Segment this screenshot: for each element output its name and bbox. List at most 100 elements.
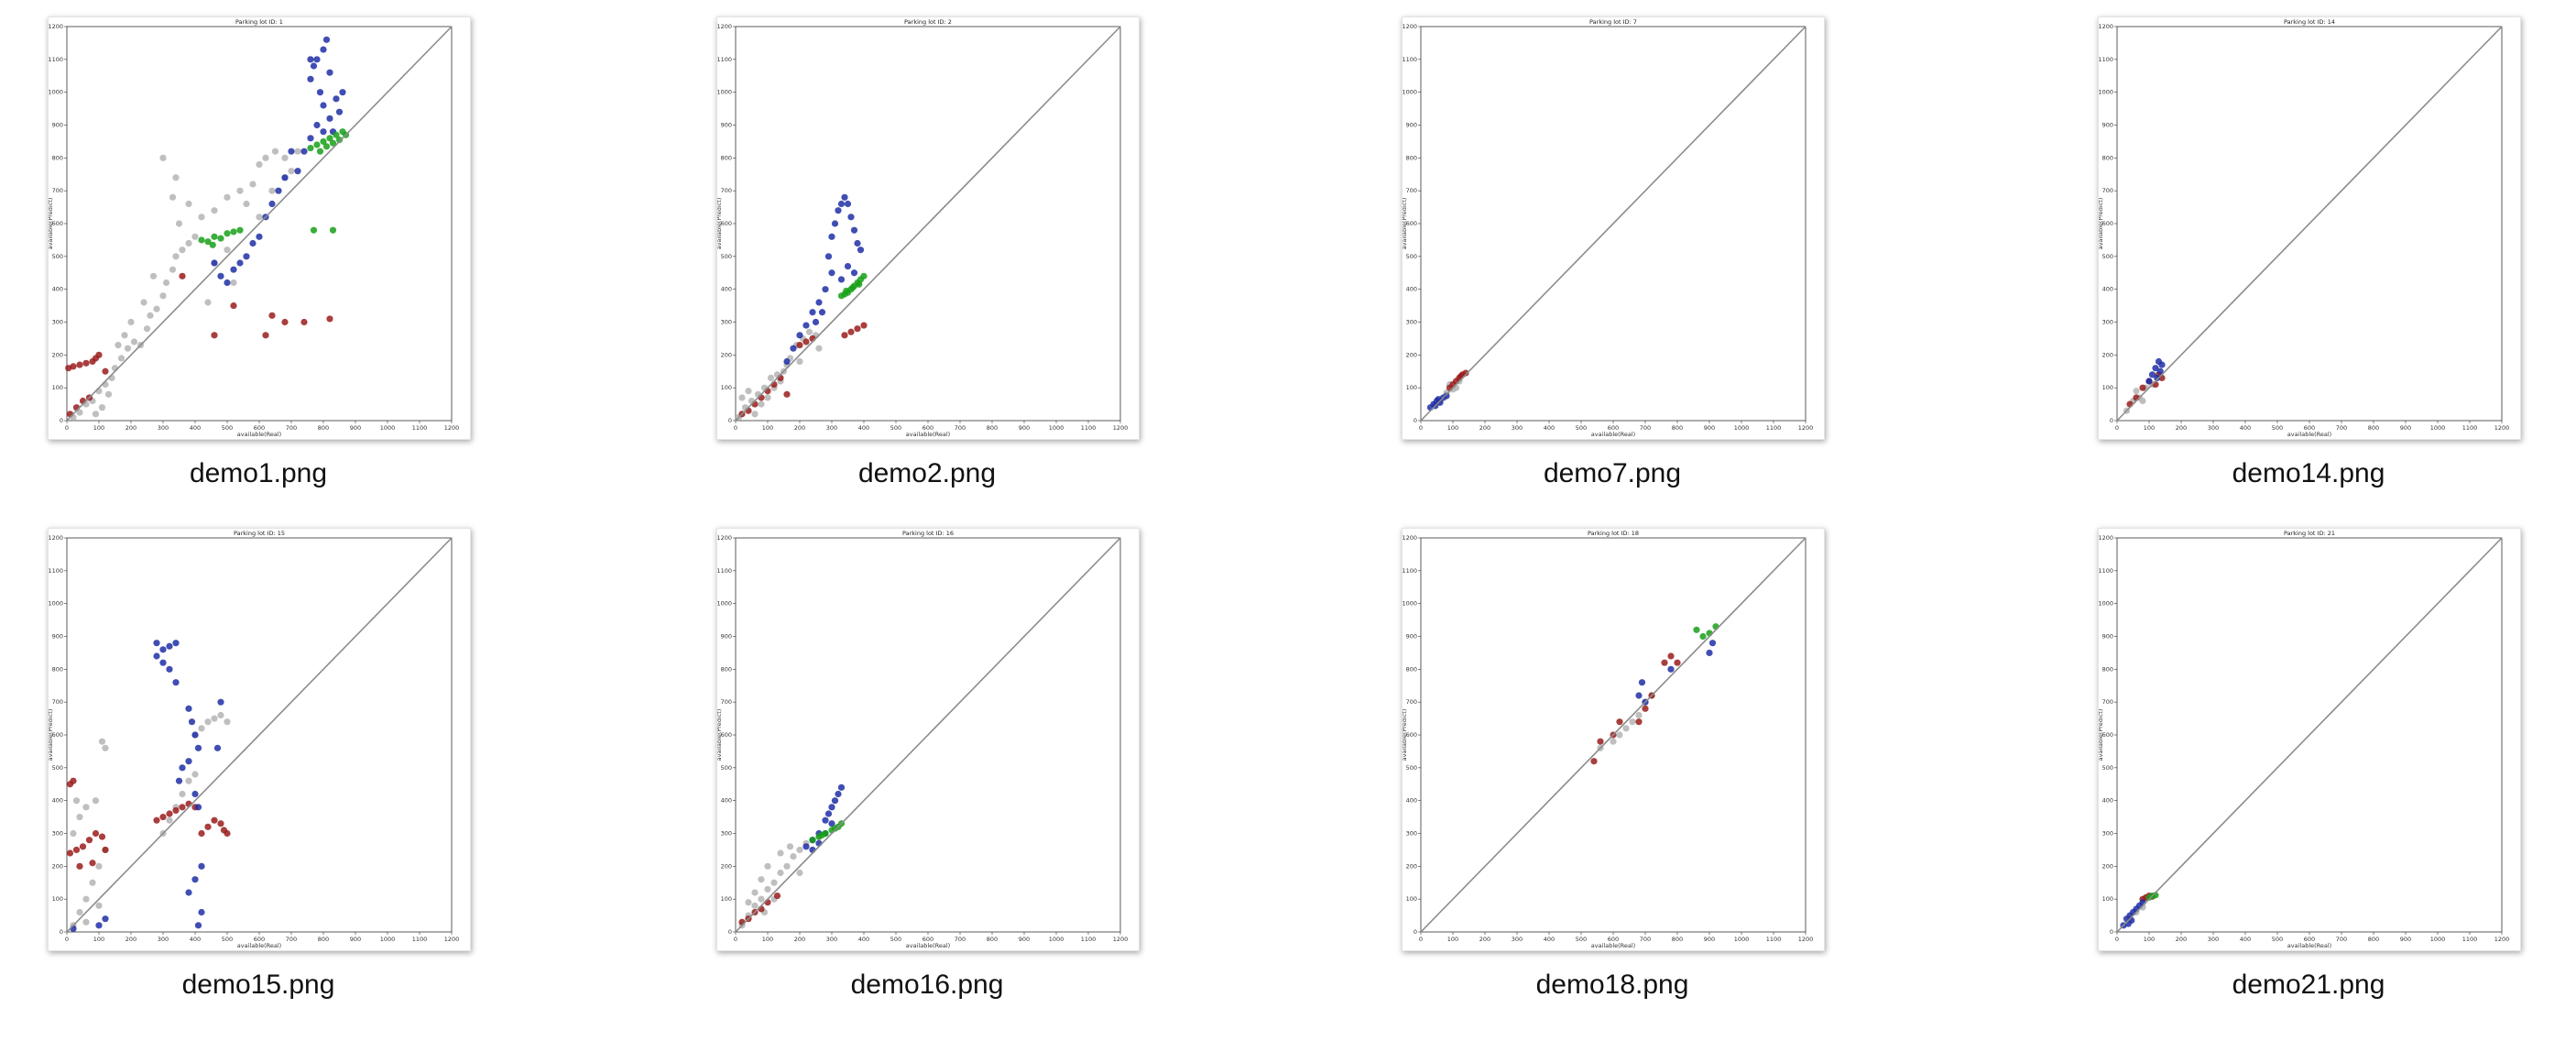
data-point-red bbox=[796, 341, 803, 349]
data-point-red bbox=[1674, 659, 1681, 666]
file-name[interactable]: demo15.png bbox=[181, 970, 335, 1000]
thumbnail-image[interactable]: Parking lot ID: 18 0 0 100 100 200 200 300 300 40… bbox=[1402, 528, 1825, 951]
y-tick-label: 700 bbox=[1406, 187, 1417, 194]
data-point-blue bbox=[824, 810, 833, 817]
x-tick-label: 1200 bbox=[1798, 936, 1814, 943]
thumbnail-tile-demo2[interactable]: Parking lot ID: 2 0 0 100 100 200 200 300 300 400… bbox=[716, 16, 1229, 530]
y-tick-label: 200 bbox=[2102, 862, 2113, 870]
data-point-blue bbox=[307, 135, 314, 142]
thumbnail-image[interactable]: Parking lot ID: 14 0 0 100 100 200 200 300 300 40… bbox=[2098, 16, 2521, 440]
data-point-green bbox=[230, 228, 237, 236]
x-axis-label: available(Real) bbox=[237, 431, 281, 438]
thumbnail-image[interactable]: Parking lot ID: 2 0 0 100 100 200 200 300 300 400… bbox=[716, 16, 1140, 440]
data-point-gray bbox=[796, 869, 803, 877]
x-tick-label: 900 bbox=[350, 424, 361, 432]
y-axis-label: available(Predict) bbox=[49, 198, 54, 250]
x-tick-label: 200 bbox=[2176, 424, 2187, 432]
data-point-blue bbox=[166, 665, 173, 673]
x-tick-label: 700 bbox=[955, 936, 966, 943]
thumbnail-tile-demo16[interactable]: Parking lot ID: 16 0 0 100 100 200 200 300 300 40… bbox=[716, 528, 1229, 1041]
y-tick-label: 1000 bbox=[717, 600, 732, 608]
data-point-red bbox=[1642, 705, 1649, 712]
data-point-red bbox=[85, 837, 93, 844]
data-point-blue bbox=[185, 758, 192, 765]
data-point-blue bbox=[300, 148, 308, 155]
x-tick-label: 700 bbox=[955, 424, 966, 432]
data-point-gray bbox=[236, 187, 244, 194]
data-point-gray bbox=[204, 718, 212, 726]
x-tick-label: 500 bbox=[1576, 936, 1587, 943]
data-point-blue bbox=[857, 247, 865, 254]
data-point-red bbox=[220, 827, 228, 834]
data-point-gray bbox=[751, 411, 759, 418]
x-tick-label: 800 bbox=[2368, 424, 2379, 432]
file-name[interactable]: demo16.png bbox=[850, 970, 1004, 1000]
file-name[interactable]: demo21.png bbox=[2232, 970, 2385, 1000]
y-tick-label: 700 bbox=[1406, 698, 1417, 706]
data-point-blue bbox=[2158, 361, 2166, 368]
data-point-blue bbox=[153, 640, 160, 647]
data-point-green bbox=[1693, 626, 1700, 633]
y-tick-label: 500 bbox=[52, 253, 63, 260]
x-tick-label: 1200 bbox=[1113, 424, 1129, 432]
data-point-red bbox=[153, 816, 160, 824]
thumbnail-image[interactable]: Parking lot ID: 7 0 0 100 100 200 200 300 300 400… bbox=[1402, 16, 1825, 440]
x-tick-label: 200 bbox=[1479, 424, 1490, 432]
data-point-blue bbox=[188, 718, 196, 726]
thumbnail-tile-demo15[interactable]: Parking lot ID: 15 0 0 100 100 200 200 300 300 40… bbox=[48, 528, 561, 1041]
file-name[interactable]: demo18.png bbox=[1535, 970, 1689, 1000]
file-name[interactable]: demo1.png bbox=[189, 458, 328, 488]
data-point-gray bbox=[288, 168, 295, 175]
data-point-gray bbox=[1629, 718, 1636, 726]
y-tick-label: 300 bbox=[2102, 830, 2113, 838]
scatter-chart: Parking lot ID: 7 00 100 100 200 200 300 300 400… bbox=[1403, 18, 1813, 438]
y-tick-label: 400 bbox=[1406, 797, 1417, 805]
thumbnail-image[interactable]: Parking lot ID: 15 0 0 100 100 200 200 300 300 40… bbox=[48, 528, 471, 951]
reference-line bbox=[66, 537, 453, 933]
data-point-blue bbox=[320, 128, 327, 136]
thumbnail-tile-demo18[interactable]: Parking lot ID: 18 0 0 100 100 200 200 300 300 40… bbox=[1402, 528, 1915, 1041]
thumbnail-tile-demo21[interactable]: Parking lot ID: 21 0 0 100 100 200 200 300 300 40… bbox=[2098, 528, 2576, 1041]
data-point-gray bbox=[124, 345, 132, 352]
data-point-red bbox=[211, 816, 218, 824]
data-point-gray bbox=[198, 214, 205, 221]
x-tick-label: 1100 bbox=[1766, 424, 1782, 432]
y-tick-label: 400 bbox=[52, 286, 63, 293]
data-point-blue bbox=[335, 108, 344, 115]
x-tick-label: 900 bbox=[350, 936, 361, 943]
file-name[interactable]: demo2.png bbox=[857, 458, 997, 488]
y-tick-label: 400 bbox=[52, 797, 63, 805]
data-point-green bbox=[818, 831, 826, 838]
y-tick-label: 800 bbox=[1406, 154, 1417, 161]
file-name[interactable]: demo7.png bbox=[1543, 458, 1682, 488]
x-tick-label: 700 bbox=[286, 936, 297, 943]
thumbnail-image[interactable]: Parking lot ID: 1 0 0 100 100 200 200 300 300 400… bbox=[48, 16, 471, 440]
y-tick-label: 200 bbox=[721, 351, 732, 358]
data-point-red bbox=[847, 328, 855, 335]
y-tick-label: 100 bbox=[2102, 895, 2113, 903]
x-axis-label: available(Real) bbox=[2287, 942, 2331, 949]
thumbnail-tile-demo14[interactable]: Parking lot ID: 14 0 0 100 100 200 200 300 300 40… bbox=[2098, 16, 2576, 530]
file-name[interactable]: demo14.png bbox=[2232, 458, 2385, 488]
thumbnail-image[interactable]: Parking lot ID: 16 0 0 100 100 200 200 300 300 40… bbox=[716, 528, 1140, 951]
thumbnail-tile-demo1[interactable]: Parking lot ID: 1 0 0 100 100 200 200 300 300 400… bbox=[48, 16, 561, 530]
thumbnail-image[interactable]: Parking lot ID: 21 0 0 100 100 200 200 300 300 40… bbox=[2098, 528, 2521, 951]
data-point-blue bbox=[294, 168, 301, 175]
y-tick-label: 200 bbox=[1406, 862, 1417, 870]
data-point-blue bbox=[95, 922, 103, 929]
y-tick-label: 600 bbox=[52, 731, 63, 739]
data-point-blue bbox=[320, 46, 327, 53]
y-tick-label: 200 bbox=[52, 862, 63, 870]
x-tick-label: 400 bbox=[2240, 424, 2251, 432]
x-tick-label: 800 bbox=[1672, 424, 1683, 432]
data-point-gray bbox=[256, 160, 263, 169]
data-point-blue bbox=[818, 309, 826, 316]
x-tick-label: 900 bbox=[1019, 936, 1030, 943]
x-tick-label: 1100 bbox=[2462, 424, 2478, 432]
y-tick-label: 600 bbox=[1406, 220, 1417, 227]
data-point-gray bbox=[751, 902, 759, 909]
x-tick-label: 0 bbox=[65, 936, 69, 943]
data-point-red bbox=[98, 833, 106, 840]
thumbnail-tile-demo7[interactable]: Parking lot ID: 7 0 0 100 100 200 200 300 300 400… bbox=[1402, 16, 1915, 530]
x-tick-label: 200 bbox=[2176, 936, 2187, 943]
